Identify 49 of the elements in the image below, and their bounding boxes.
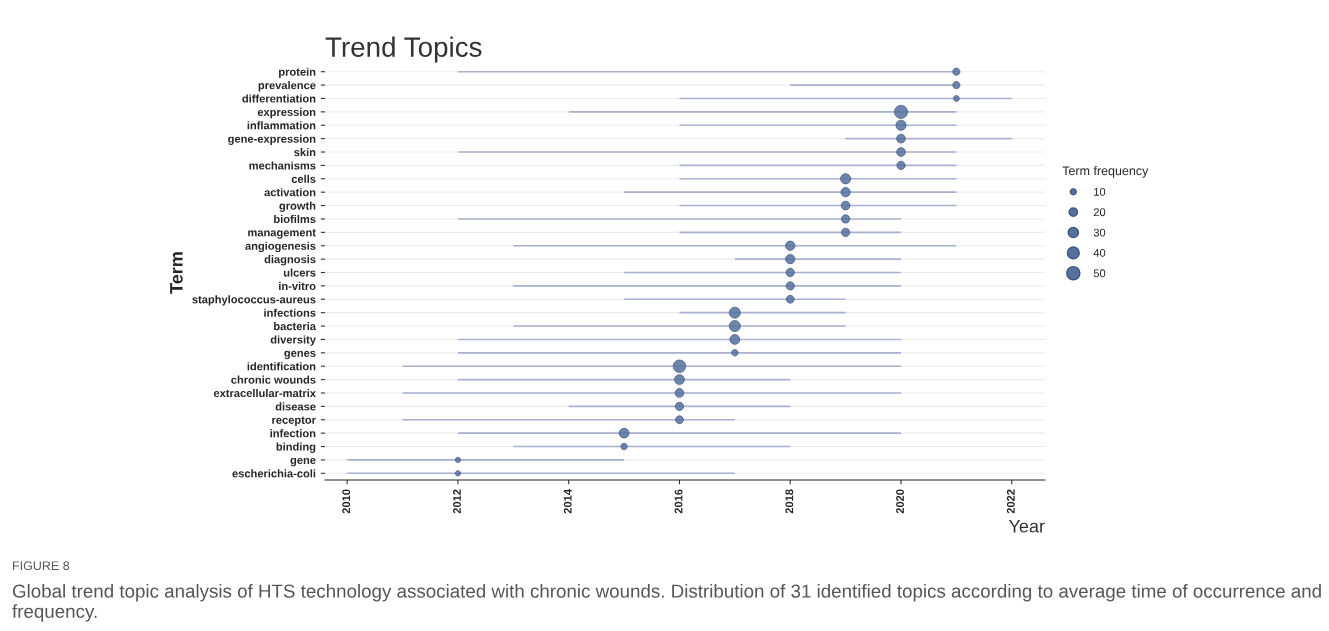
y-tick-label: infections [264,308,316,317]
x-axis-title: Year [1008,519,1045,533]
y-tick-label: chronic wounds [231,375,316,384]
y-tick-label: prevalence [258,81,316,92]
x-tick-label: 2010 [342,489,351,514]
chart-title: Trend Topics [325,36,482,63]
y-tick-label: extracellular-matrix [213,388,316,398]
legend-label: 20 [1093,208,1106,217]
y-tick-label: diversity [270,335,316,346]
y-tick-label: gene-expression [228,134,316,146]
y-tick-label: expression [257,107,316,119]
y-tick-label: genes [284,350,316,360]
y-tick-label: infection [270,429,316,438]
x-tick-label: 2016 [674,489,683,514]
x-tick-label: 2020 [896,489,904,514]
y-tick-label: disease [275,402,316,411]
y-tick-label: protein [279,67,316,79]
y-tick-label: ulcers [283,268,316,277]
y-tick-label: identification [247,362,316,371]
y-tick-label: escherichia-coli [232,469,316,478]
y-tick-label: receptor [272,416,316,427]
y-axis-title: Term [170,252,183,294]
y-tick-label: inflammation [247,121,316,130]
legend-title: Term frequency [1062,165,1149,178]
x-tick-label: 2012 [453,489,461,514]
legend-label: 50 [1093,269,1106,278]
y-tick-label: skin [294,147,316,157]
y-tick-label: in-vitro [279,281,316,291]
y-tick-label: staphylococcus-aureus [192,295,316,306]
x-tick-label: 2022 [1006,489,1015,514]
caption: FIGURE 8 [13,561,70,571]
legend-label: 10 [1094,187,1106,196]
y-tick-label: diagnosis [264,255,316,266]
y-tick-label: angiogenesis [245,241,316,253]
y-tick-label: activation [264,188,316,197]
text: Global trend topic analysis of HTS technology associated with chronic wounds. Distribution of 31 identified topics according to average time of occurrence and frequency. [12,584,1321,622]
y-tick-label: mechanisms [249,161,316,170]
y-tick-label: gene [290,457,316,467]
y-tick-label: differentiation [242,94,316,103]
x-tick-label: 2014 [563,489,572,514]
y-tick-label: growth [279,201,316,212]
y-tick-label: management [248,229,316,239]
y-tick-label: bacteria [274,322,317,331]
y-tick-label: cells [291,174,316,183]
y-tick-label: binding [276,442,316,453]
x-tick-label: 2018 [785,489,794,514]
legend-label: 40 [1093,249,1106,257]
legend-label: 30 [1093,228,1106,237]
y-tick-label: biofilms [274,214,316,224]
